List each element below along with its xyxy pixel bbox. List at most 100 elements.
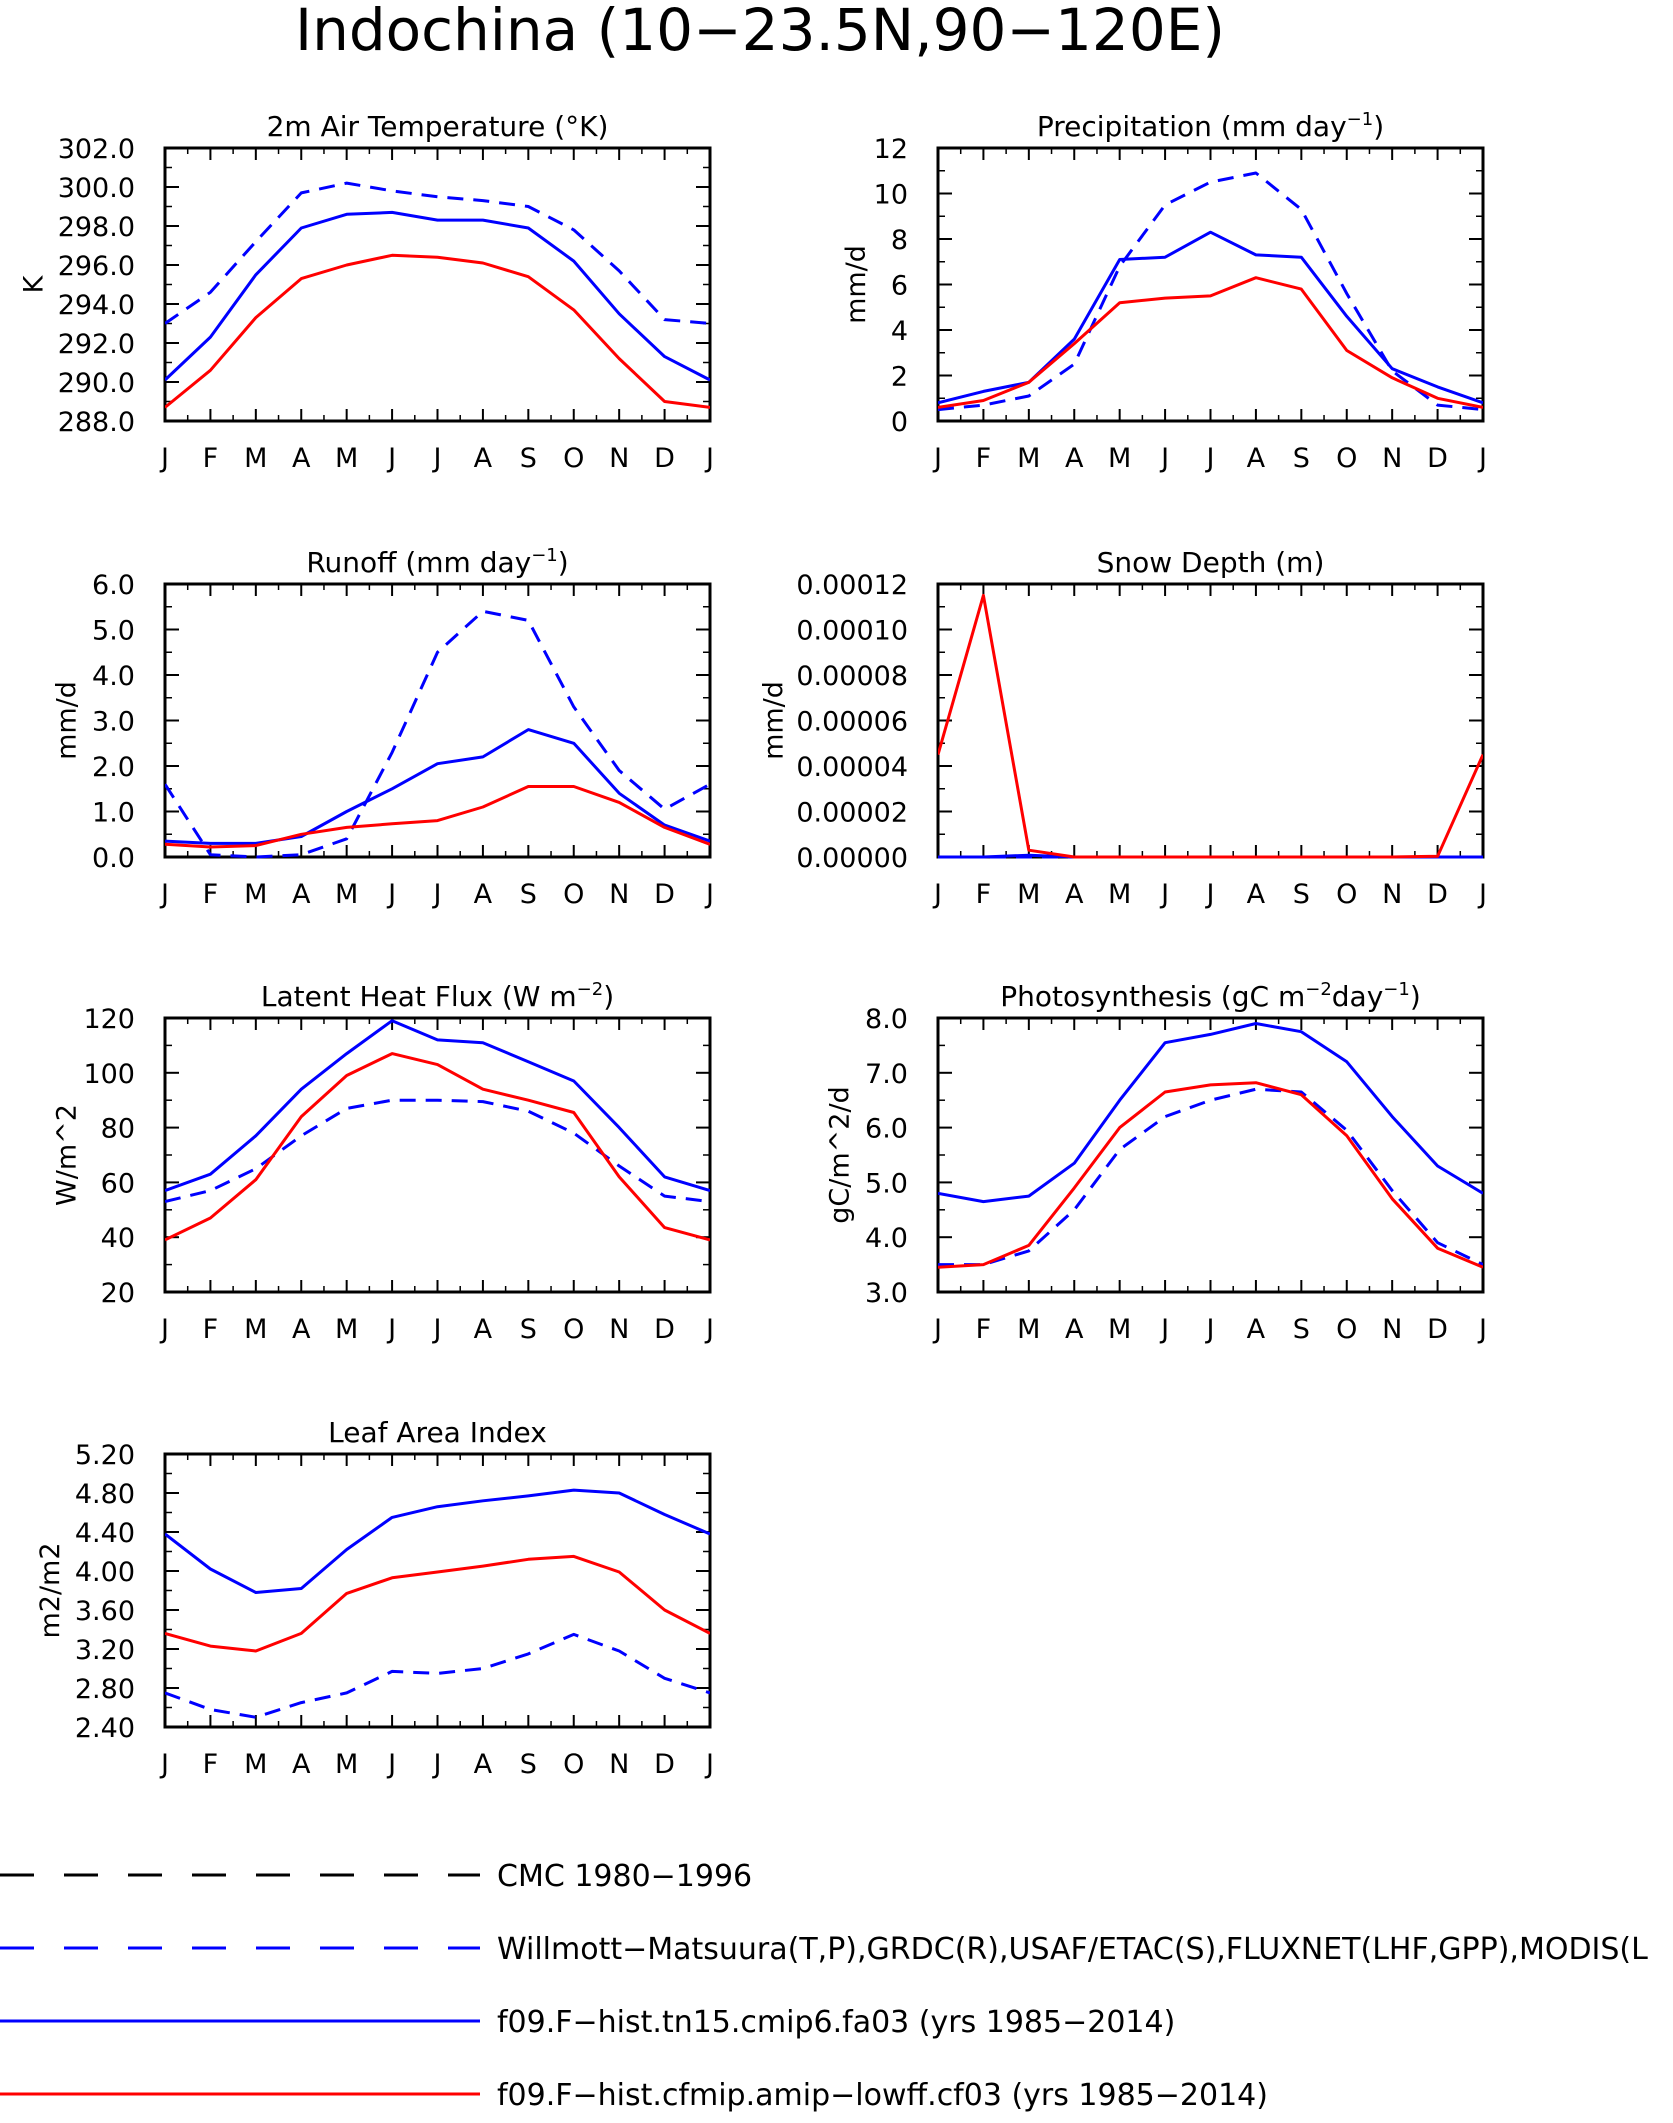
x-tick-label: A bbox=[474, 443, 493, 474]
x-tick-label: M bbox=[1108, 879, 1131, 910]
x-tick-label: F bbox=[203, 443, 219, 474]
y-tick-label: 4.0 bbox=[865, 1223, 908, 1254]
chart-panel-2: J F M A M J J A S O N D J024681012mm/dPrecipitation … bbox=[841, 109, 1487, 474]
plot-frame bbox=[936, 146, 1485, 423]
x-tick-label: J bbox=[704, 1749, 714, 1780]
y-tick-label: 20 bbox=[101, 1278, 135, 1309]
x-tick-label: M bbox=[335, 1749, 358, 1780]
x-tick-label: A bbox=[474, 1749, 493, 1780]
series-line-2 bbox=[165, 210, 710, 382]
series-line-1 bbox=[165, 609, 710, 859]
y-tick-label: 7.0 bbox=[865, 1059, 908, 1090]
y-tick-label: 292.0 bbox=[58, 329, 135, 360]
y-tick-label: 4.40 bbox=[75, 1518, 135, 1549]
y-axis-label: K bbox=[19, 274, 50, 293]
y-tick-label: 4.80 bbox=[75, 1479, 135, 1510]
y-tick-label: 8.0 bbox=[865, 1004, 908, 1035]
y-tick-label: 0.0 bbox=[92, 843, 135, 874]
series-line-1 bbox=[938, 1087, 1483, 1267]
x-tick-label: N bbox=[609, 1314, 629, 1345]
y-tick-label: 60 bbox=[101, 1168, 135, 1199]
y-tick-label: 302.0 bbox=[58, 134, 135, 165]
chart-title: Leaf Area Index bbox=[328, 1416, 547, 1449]
x-tick-label: J bbox=[432, 879, 442, 910]
x-tick-label: D bbox=[654, 879, 675, 910]
x-tick-label: J bbox=[704, 879, 714, 910]
x-tick-label: J bbox=[1205, 1314, 1215, 1345]
x-tick-label: M bbox=[244, 443, 267, 474]
y-tick-label: 120 bbox=[83, 1004, 135, 1035]
chart-panel-1: J F M A M J J A S O N D J288.0290.0292.0294.0296.029… bbox=[19, 110, 714, 474]
x-tick-label: A bbox=[292, 879, 311, 910]
legend-label-4: f09.F−hist.cfmip.amip−lowff.cf03 (yrs 19… bbox=[497, 2078, 1268, 2113]
series-line-3 bbox=[165, 1554, 710, 1653]
plot-frame bbox=[936, 582, 1485, 859]
y-tick-label: 1.0 bbox=[92, 798, 135, 829]
y-axis-label: gC/m^2/d bbox=[825, 1086, 856, 1223]
x-tick-label: A bbox=[1065, 879, 1084, 910]
plot-frame bbox=[163, 146, 712, 423]
x-tick-label: N bbox=[1382, 1314, 1402, 1345]
y-tick-label: 3.0 bbox=[92, 707, 135, 738]
series-line-1 bbox=[165, 1632, 710, 1719]
x-tick-label: J bbox=[1159, 1314, 1169, 1345]
y-tick-label: 2.80 bbox=[75, 1674, 135, 1705]
y-tick-label: 6.0 bbox=[92, 570, 135, 601]
x-tick-label: D bbox=[1427, 443, 1448, 474]
x-tick-label: J bbox=[1159, 879, 1169, 910]
x-tick-label: M bbox=[1108, 443, 1131, 474]
x-tick-label: M bbox=[1017, 1314, 1040, 1345]
y-tick-label: 4.0 bbox=[92, 661, 135, 692]
y-tick-label: 5.0 bbox=[865, 1168, 908, 1199]
series-line-3 bbox=[165, 1052, 710, 1242]
x-tick-label: A bbox=[474, 1314, 493, 1345]
x-tick-label: O bbox=[563, 1314, 584, 1345]
chart-title: Photosynthesis (gC m−2day−1) bbox=[1000, 979, 1421, 1013]
y-tick-label: 0.00012 bbox=[796, 570, 908, 601]
chart-panel-4: J F M A M J J A S O N D J0.000000.000020.000040.0000… bbox=[759, 546, 1487, 910]
plot-frame bbox=[163, 582, 712, 859]
y-tick-label: 40 bbox=[101, 1223, 135, 1254]
y-tick-label: 3.20 bbox=[75, 1635, 135, 1666]
x-tick-label: J bbox=[1205, 443, 1215, 474]
x-tick-label: A bbox=[292, 443, 311, 474]
y-tick-label: 4 bbox=[891, 316, 908, 347]
x-tick-label: O bbox=[563, 1749, 584, 1780]
y-tick-label: 0.00006 bbox=[796, 707, 908, 738]
x-tick-label: M bbox=[244, 1314, 267, 1345]
y-tick-label: 300.0 bbox=[58, 173, 135, 204]
series-line-3 bbox=[938, 276, 1483, 409]
x-tick-label: M bbox=[1017, 879, 1040, 910]
series-line-2 bbox=[938, 1022, 1483, 1204]
y-tick-label: 4.00 bbox=[75, 1557, 135, 1588]
x-tick-label: O bbox=[1336, 1314, 1357, 1345]
x-tick-label: N bbox=[609, 1749, 629, 1780]
panels: J F M A M J J A S O N D J288.0290.0292.0294.0296.029… bbox=[19, 109, 1487, 1780]
y-tick-label: 0.00004 bbox=[796, 752, 908, 783]
series-line-3 bbox=[938, 593, 1483, 859]
legend-label-1: CMC 1980−1996 bbox=[497, 1859, 752, 1894]
y-axis-label: mm/d bbox=[841, 245, 872, 324]
x-tick-label: S bbox=[1293, 879, 1310, 910]
x-tick-label: A bbox=[1247, 443, 1266, 474]
x-tick-label: M bbox=[335, 879, 358, 910]
x-tick-label: J bbox=[932, 443, 942, 474]
x-tick-label: J bbox=[704, 1314, 714, 1345]
y-tick-label: 3.60 bbox=[75, 1596, 135, 1627]
y-tick-label: 294.0 bbox=[58, 290, 135, 321]
x-tick-label: J bbox=[1159, 443, 1169, 474]
x-tick-label: J bbox=[1477, 443, 1487, 474]
y-tick-label: 0.00002 bbox=[796, 798, 908, 829]
x-tick-label: A bbox=[292, 1749, 311, 1780]
y-axis-label: m2/m2 bbox=[35, 1542, 66, 1638]
x-tick-label: J bbox=[432, 443, 442, 474]
x-tick-label: A bbox=[1247, 1314, 1266, 1345]
series-line-1 bbox=[165, 181, 710, 325]
y-tick-label: 288.0 bbox=[58, 407, 135, 438]
x-tick-label: J bbox=[432, 1314, 442, 1345]
x-tick-label: S bbox=[520, 1314, 537, 1345]
y-tick-label: 5.20 bbox=[75, 1440, 135, 1471]
x-tick-label: S bbox=[1293, 443, 1310, 474]
